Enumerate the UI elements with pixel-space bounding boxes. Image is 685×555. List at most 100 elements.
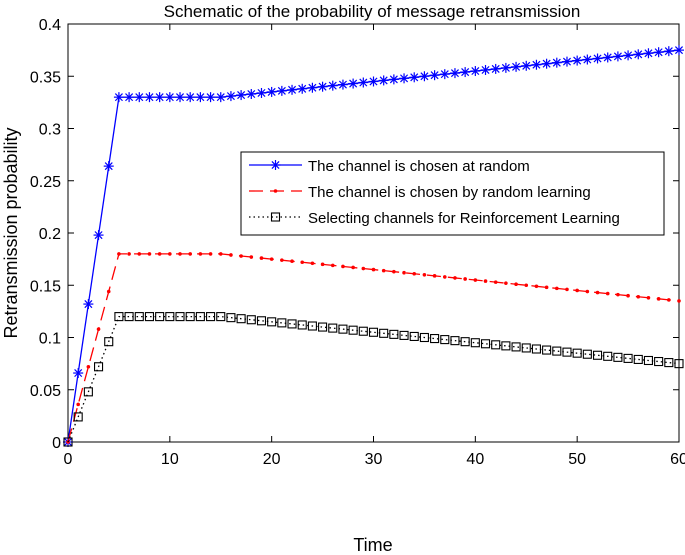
series-1-point — [215, 92, 226, 103]
series-2-point — [127, 252, 131, 256]
series-3-point — [206, 312, 216, 322]
series-3-point — [399, 330, 409, 340]
series-1-point — [378, 75, 389, 86]
series-2-point — [432, 274, 437, 278]
series-1-point — [185, 92, 196, 103]
series-3-point — [623, 353, 633, 363]
series-1-point — [582, 54, 593, 65]
series-2-point — [269, 257, 274, 261]
legend: The channel is chosen at random The chann… — [240, 151, 665, 236]
series-1-point — [500, 62, 511, 73]
y-tick-label: 0.25 — [30, 174, 61, 191]
series-3-point — [216, 312, 226, 322]
series-2-point — [636, 294, 641, 299]
series-2-point — [473, 278, 478, 282]
series-1-point — [551, 57, 562, 68]
series-1-point — [388, 74, 399, 85]
series-2-point — [534, 284, 539, 289]
series-1-point — [633, 49, 644, 60]
x-tick-label: 20 — [263, 451, 281, 468]
series-2-point — [442, 275, 447, 279]
series-3-point — [531, 344, 541, 354]
series-1-point — [674, 45, 684, 56]
series-1-point — [103, 161, 114, 172]
series-2-point — [514, 282, 518, 287]
x-tick-label: 30 — [365, 451, 383, 468]
series-3-point — [246, 315, 256, 325]
series-1-point — [460, 67, 471, 78]
series-3-point — [450, 336, 460, 346]
series-2-point — [463, 277, 467, 281]
series-1-point — [572, 55, 583, 66]
series-2-point — [137, 252, 142, 256]
series-2-point — [453, 276, 457, 280]
series-2-point — [249, 255, 254, 259]
series-2-point — [300, 260, 305, 265]
series-1-point — [317, 81, 328, 92]
series-3-point — [552, 346, 562, 356]
series-3-point — [409, 331, 419, 342]
x-tick-label: 10 — [161, 451, 179, 468]
series-2-point — [677, 299, 681, 303]
series-3-point — [491, 340, 501, 350]
y-tick-label: 0.05 — [30, 383, 61, 400]
series-2-point — [667, 298, 671, 302]
series-2-point — [555, 286, 559, 291]
series-2-point — [493, 280, 498, 284]
series-1-point — [653, 47, 664, 58]
series-3-point — [470, 338, 480, 348]
series-3-point — [674, 359, 684, 369]
series-2-point — [656, 297, 661, 301]
x-tick-label: 60 — [670, 451, 685, 468]
series-1-point — [287, 84, 298, 95]
series-3-point — [633, 354, 643, 364]
series-3-point — [542, 345, 552, 355]
series-3-point — [267, 317, 277, 327]
series-1-point — [205, 92, 216, 103]
series-2-point — [157, 252, 162, 256]
series-3-point — [419, 332, 429, 343]
series-1-point — [276, 85, 287, 96]
series-3-point — [511, 342, 521, 352]
series-2-point — [524, 283, 529, 288]
series-1-point — [612, 51, 623, 62]
series-3-point — [287, 319, 297, 329]
series-2-point — [565, 287, 569, 292]
series-3-point — [307, 321, 317, 331]
series-1-point — [307, 82, 318, 93]
legend-marker-1 — [270, 160, 281, 170]
series-1-point — [327, 80, 338, 91]
series-3-point — [175, 312, 185, 322]
chart-title: Schematic of the probability of message … — [164, 2, 581, 21]
series-3-point — [134, 312, 144, 322]
series-2-point — [575, 288, 579, 293]
series-3-point — [63, 437, 73, 447]
series-3-point — [501, 341, 511, 351]
series-2-point — [96, 327, 101, 331]
series-1-point — [368, 76, 379, 87]
series-2-point — [412, 271, 417, 276]
series-3-point — [521, 343, 531, 353]
series-2-point — [310, 261, 315, 266]
series-1-point — [531, 59, 542, 70]
series-3-point — [358, 326, 368, 336]
x-axis-label: Time — [353, 535, 392, 555]
legend-label-3: Selecting channels for Reinforcement Lea… — [308, 210, 620, 227]
legend-box — [240, 151, 665, 236]
series-1-point — [164, 92, 175, 103]
axis-ticks: 0 10 20 30 40 50 60 0 0.05 0.1 0.15 0.2 0.25 0.3 0.35 0… — [30, 17, 685, 468]
x-tick-label: 40 — [466, 451, 484, 468]
series-1-point — [623, 50, 634, 61]
legend-label-2: The channel is chosen by random learning — [308, 184, 591, 201]
series-2-point — [371, 267, 376, 272]
series-3-point — [348, 325, 358, 335]
series-3-point — [226, 313, 236, 323]
series-3-point — [155, 312, 165, 322]
series-layer — [63, 45, 684, 447]
series-2-point — [280, 258, 284, 262]
series-2-point — [290, 259, 294, 264]
series-3-point — [185, 312, 195, 322]
series-3-point — [643, 355, 654, 366]
series-1-point — [480, 64, 491, 75]
